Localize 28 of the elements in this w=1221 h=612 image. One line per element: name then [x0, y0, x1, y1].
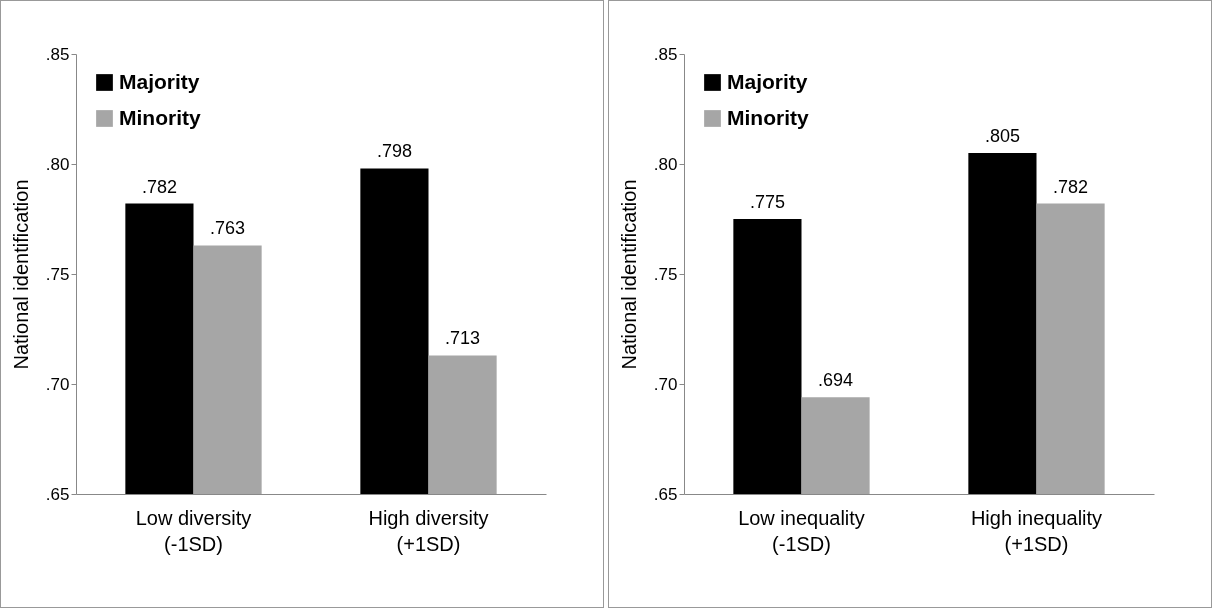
y-axis-title: National identification — [617, 179, 640, 370]
y-tick-label: .65 — [45, 484, 70, 504]
y-axis-title: National identification — [9, 179, 32, 370]
x-tick-label: High diversity (+1SD) — [368, 506, 489, 555]
legend-label: Majority — [727, 69, 808, 93]
y-tick-label: .80 — [45, 154, 70, 174]
legend-label: Minority — [727, 105, 809, 129]
y-tick-label: .70 — [45, 374, 70, 394]
x-tick-label: High inequality (+1SD) — [970, 506, 1103, 555]
y-tick-label: .75 — [45, 264, 70, 284]
legend-label: Minority — [119, 105, 201, 129]
x-tick-label: Low inequality (-1SD) — [738, 506, 865, 555]
legend-label: Majority — [119, 69, 200, 93]
y-tick-label: .80 — [653, 154, 678, 174]
data-label: .694 — [818, 370, 854, 391]
data-label: .805 — [984, 126, 1020, 146]
y-tick-label: .65 — [653, 484, 678, 504]
data-label: .782 — [141, 176, 177, 197]
y-tick-label: .75 — [653, 264, 678, 284]
data-label: .763 — [210, 218, 246, 239]
y-tick-label: .85 — [653, 44, 678, 64]
data-label: .775 — [749, 192, 785, 212]
x-tick-label: Low diversity (-1SD) — [135, 506, 252, 555]
data-label: .782 — [1053, 176, 1089, 197]
y-tick-label: .70 — [653, 374, 678, 394]
data-label: .798 — [376, 141, 412, 162]
data-label: .713 — [445, 328, 481, 349]
y-tick-label: .85 — [45, 44, 70, 64]
